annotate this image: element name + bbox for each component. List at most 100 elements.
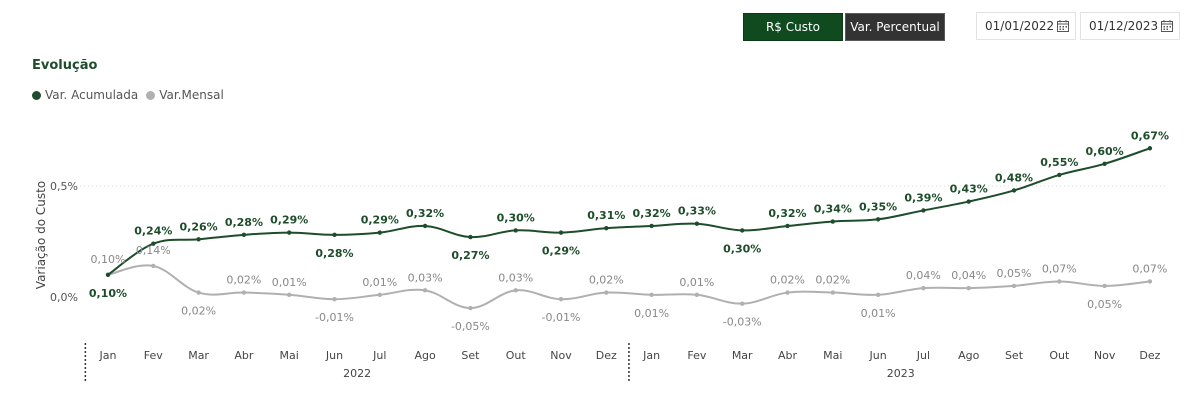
data-point-acumulada	[151, 241, 156, 246]
data-label-acumulada: 0,29%	[270, 214, 308, 227]
x-tick-label: Jun	[869, 349, 887, 362]
x-tick-label: Mai	[823, 349, 842, 362]
data-point-acumulada	[649, 223, 654, 229]
x-tick-label: Dez	[1139, 349, 1160, 362]
start-date-input[interactable]: 01/01/2022	[976, 12, 1076, 40]
series-line-mensal	[107, 264, 1150, 310]
x-tick-label: Dez	[596, 349, 617, 362]
data-point-acumulada	[287, 230, 292, 235]
data-label-acumulada: 0,27%	[451, 249, 489, 262]
data-label-mensal: 0,03%	[498, 271, 533, 284]
data-point-mensal	[785, 290, 790, 295]
data-label-acumulada: 0,32%	[406, 207, 444, 220]
x-group-label: 2023	[887, 367, 915, 380]
data-label-acumulada: 0,26%	[180, 220, 218, 233]
data-label-mensal: -0,05%	[451, 320, 490, 333]
data-label-mensal: 0,02%	[770, 274, 805, 287]
data-label-acumulada: 0,28%	[315, 247, 353, 260]
data-point-mensal	[513, 288, 518, 293]
legend-marker-acumulada	[32, 90, 41, 100]
data-label-acumulada: 0,29%	[361, 214, 399, 227]
data-point-mensal	[740, 301, 745, 306]
custo-button[interactable]: R$ Custo	[743, 13, 843, 41]
data-label-mensal: 0,02%	[589, 274, 624, 287]
data-point-acumulada	[966, 199, 971, 204]
data-label-acumulada: 0,43%	[950, 183, 988, 196]
x-tick-label: Jan	[99, 349, 117, 362]
data-point-mensal	[287, 292, 292, 297]
percentual-button[interactable]: Var. Percentual	[845, 13, 945, 41]
data-point-acumulada	[1057, 172, 1062, 178]
x-tick-label: Jun	[325, 349, 343, 362]
x-tick-label: Set	[461, 349, 480, 362]
data-point-mensal	[241, 290, 247, 295]
data-point-acumulada	[377, 230, 382, 235]
y-axis-label: Variação do Custo	[34, 181, 48, 289]
y-tick-label: 0,0%	[50, 291, 78, 304]
data-point-mensal	[377, 292, 382, 297]
data-point-acumulada	[875, 217, 881, 222]
data-label-mensal: -0,03%	[723, 316, 762, 329]
x-tick-label: Abr	[778, 349, 798, 362]
data-label-acumulada: 0,48%	[995, 171, 1033, 184]
end-date-value: 01/12/2023	[1089, 19, 1159, 33]
x-tick-label: Jul	[372, 349, 386, 362]
data-point-mensal	[1147, 279, 1153, 284]
data-label-acumulada: 0,30%	[497, 211, 535, 224]
data-label-acumulada: 0,28%	[225, 216, 263, 229]
data-label-acumulada: 0,35%	[859, 200, 897, 213]
data-point-mensal	[1057, 279, 1062, 284]
data-point-mensal	[1011, 283, 1017, 289]
x-tick-label: Nov	[550, 349, 572, 362]
data-point-acumulada	[468, 234, 473, 240]
data-point-acumulada	[105, 272, 111, 277]
x-tick-label: Nov	[1094, 349, 1116, 362]
start-date-value: 01/01/2022	[985, 19, 1055, 33]
data-label-acumulada: 0,29%	[542, 245, 580, 258]
data-label-mensal: 0,07%	[1132, 262, 1167, 275]
data-label-acumulada: 0,10%	[89, 287, 127, 300]
data-point-acumulada	[921, 208, 926, 213]
x-tick-label: Jul	[916, 349, 930, 362]
x-tick-label: Fev	[687, 349, 706, 362]
data-point-acumulada	[830, 219, 835, 224]
data-label-acumulada: 0,30%	[723, 242, 761, 255]
x-tick-label: Out	[1049, 349, 1070, 362]
data-point-acumulada	[785, 223, 790, 229]
x-tick-label: Ago	[958, 349, 980, 362]
data-label-mensal: 0,14%	[136, 244, 171, 257]
data-label-mensal: 0,01%	[272, 276, 307, 289]
data-label-acumulada: 0,39%	[904, 191, 942, 204]
x-tick-label: Out	[506, 349, 527, 362]
legend-label-mensal[interactable]: Var.Mensal	[159, 88, 224, 102]
end-date-input[interactable]: 01/12/2023	[1080, 12, 1180, 40]
data-point-acumulada	[422, 223, 428, 229]
data-point-acumulada	[241, 232, 247, 238]
data-label-acumulada: 0,32%	[633, 207, 671, 220]
data-point-mensal	[196, 290, 201, 295]
x-tick-label: Ago	[414, 349, 436, 362]
data-label-mensal: 0,01%	[362, 276, 397, 289]
data-point-mensal	[332, 297, 337, 302]
calendar-icon[interactable]	[1161, 20, 1173, 32]
x-tick-label: Mar	[732, 349, 753, 362]
data-label-mensal: 0,10%	[91, 253, 126, 266]
data-point-acumulada	[513, 228, 518, 233]
data-point-mensal	[694, 292, 700, 297]
data-point-acumulada	[604, 225, 609, 231]
calendar-icon[interactable]	[1057, 20, 1069, 32]
data-label-acumulada: 0,24%	[134, 225, 172, 238]
legend-label-acumulada[interactable]: Var. Acumulada	[45, 88, 139, 102]
data-point-mensal	[921, 285, 926, 291]
data-point-mensal	[422, 288, 428, 293]
x-tick-label: Fev	[144, 349, 163, 362]
legend: Var. Acumulada Var.Mensal	[32, 88, 224, 102]
data-label-mensal: 0,05%	[1087, 298, 1122, 311]
data-point-acumulada	[332, 232, 337, 238]
legend-marker-mensal	[146, 90, 156, 100]
chart-title: Evolução	[32, 58, 98, 73]
data-label-acumulada: 0,32%	[768, 207, 806, 220]
data-label-mensal: -0,01%	[315, 311, 354, 324]
series-line-acumulada	[107, 147, 1151, 276]
